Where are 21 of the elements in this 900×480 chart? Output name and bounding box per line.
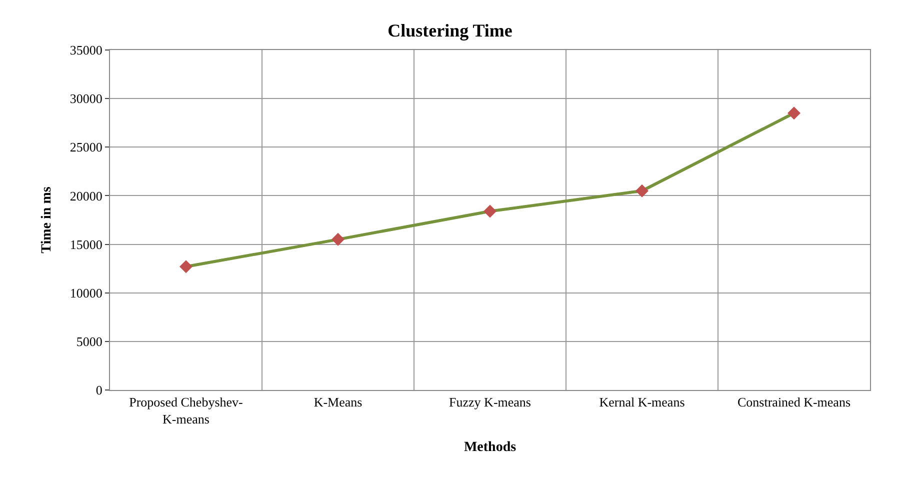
- point: [484, 204, 496, 218]
- x-tick-label: Fuzzy K-means: [449, 394, 531, 410]
- y-axis-title: Time in ms: [40, 186, 54, 254]
- point: [788, 106, 800, 120]
- point: [636, 184, 648, 198]
- x-tick-label: Constrained K-means: [737, 394, 851, 410]
- y-tick-label: 30000: [70, 91, 102, 106]
- y-tick-label: 0: [96, 382, 102, 398]
- chart-title: Clustering Time: [388, 20, 512, 41]
- x-axis-title: Methods: [464, 440, 517, 455]
- y-tick-label: 5000: [76, 334, 102, 349]
- y-tick-label: 20000: [70, 188, 102, 204]
- x-tick-label: Kernal K-means: [599, 394, 685, 410]
- x-tick-label: K-Means: [314, 394, 362, 410]
- y-tick-label: 10000: [70, 285, 102, 300]
- point: [332, 232, 344, 246]
- y-tick-label: 15000: [70, 236, 102, 252]
- x-tick-label: Proposed Chebyshev-K-means: [129, 394, 243, 426]
- point: [180, 260, 192, 274]
- y-tick-label: 25000: [70, 140, 102, 155]
- y-tick-label: 35000: [70, 42, 102, 58]
